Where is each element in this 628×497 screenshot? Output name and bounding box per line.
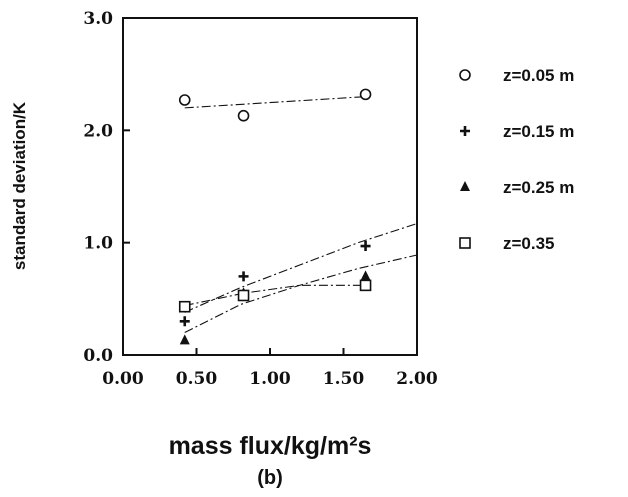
- fit-line: [184, 96, 366, 109]
- y-tick-label: 3.0: [83, 9, 113, 29]
- legend-label: z=0.25 m: [503, 178, 574, 197]
- y-tick-label: 2.0: [83, 121, 113, 141]
- plot-frame: [122, 17, 418, 356]
- y-axis-label: standard deviation/K: [10, 101, 29, 270]
- data-point: [360, 270, 371, 281]
- data-point: [179, 334, 190, 345]
- x-tick-label: 1.00: [249, 369, 291, 389]
- fit-line: [184, 254, 418, 334]
- legend-marker: [459, 237, 471, 249]
- legend-label: z=0.05 m: [503, 66, 574, 85]
- x-tick-label: 0.00: [102, 369, 144, 389]
- panel-label: (b): [257, 467, 283, 489]
- data-point: [237, 109, 250, 122]
- data-point: [237, 289, 250, 302]
- data-point: [359, 88, 372, 101]
- x-tick-label: 0.50: [176, 369, 218, 389]
- legend-marker: [460, 181, 470, 191]
- data-point: [178, 300, 191, 313]
- legend-label: z=0.35: [503, 234, 555, 253]
- data-point: [238, 271, 249, 282]
- fit-line: [184, 284, 366, 307]
- y-tick-label: 1.0: [83, 234, 113, 254]
- x-tick-label: 1.50: [323, 369, 365, 389]
- data-point: [359, 279, 372, 292]
- legend-marker: [459, 69, 471, 81]
- legend-label: z=0.15 m: [503, 122, 574, 141]
- x-tick-label: 2.00: [396, 369, 438, 389]
- x-axis-label: mass flux/kg/m²s: [169, 432, 372, 460]
- data-point: [179, 316, 190, 327]
- legend-marker: [460, 126, 470, 136]
- data-point: [178, 94, 191, 106]
- y-tick-label: 0.0: [83, 346, 113, 366]
- fit-line: [184, 223, 418, 313]
- data-point: [360, 241, 371, 252]
